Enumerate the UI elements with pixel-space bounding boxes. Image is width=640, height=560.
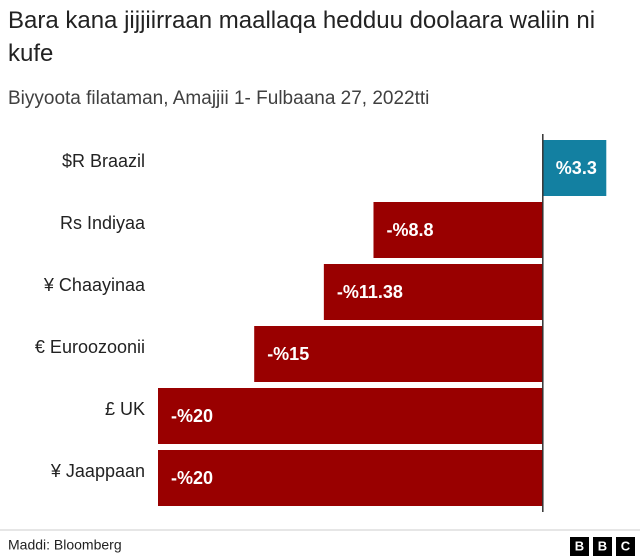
bar xyxy=(158,450,543,506)
category-label: Rs Indiyaa xyxy=(60,213,146,233)
bar xyxy=(158,388,543,444)
value-label: -%20 xyxy=(171,468,213,488)
bar xyxy=(323,264,543,320)
logo-letter: B xyxy=(575,538,584,553)
chart-title: Bara kana jijjiirraan maallaqa hedduu do… xyxy=(8,7,596,67)
logo: B B C xyxy=(570,537,635,556)
bar xyxy=(373,202,543,258)
logo-letter: B xyxy=(598,538,607,553)
value-label: -%8.8 xyxy=(386,220,433,240)
logo-box xyxy=(616,537,635,556)
bar xyxy=(542,140,607,196)
category-label: $R Braazil xyxy=(62,151,145,171)
chart-subtitle: Biyyoota filataman, Amajjii 1- Fulbaana … xyxy=(8,88,430,109)
value-label: -%11.38 xyxy=(337,282,403,302)
category-label: ¥ Jaappaan xyxy=(50,461,145,481)
category-label: ¥ Chaayinaa xyxy=(43,275,146,295)
value-label: -%15 xyxy=(267,344,309,364)
value-label: -%20 xyxy=(171,406,213,426)
bar xyxy=(254,326,543,382)
logo-box xyxy=(570,537,589,556)
logo-box xyxy=(593,537,612,556)
category-label: £ UK xyxy=(105,399,145,419)
source: Maddi: Bloomberg xyxy=(8,537,122,553)
value-label: %3.3 xyxy=(556,158,597,178)
logo-letter: C xyxy=(621,538,631,553)
category-label: € Euroozoonii xyxy=(35,337,145,357)
